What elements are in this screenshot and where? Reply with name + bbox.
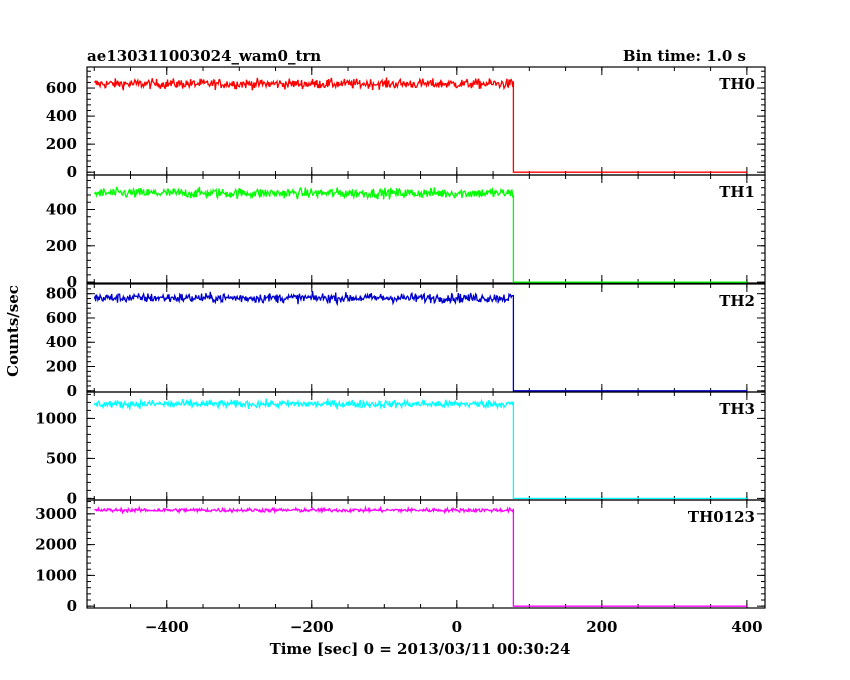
panel-th0: 0 200 400 600 TH0 [46,66,766,181]
y-tick-label: 400 [46,107,77,125]
y-tick-label: 400 [46,200,77,218]
series-line-th0 [93,77,747,173]
y-tick-label: 1000 [35,566,77,584]
y-tick-label: 1000 [35,409,77,427]
y-axis-label: Counts/sec [4,285,22,377]
x-axis: −400 −200 0 200 400 [145,618,763,636]
series-label: TH0 [719,75,755,93]
x-tick-label: 400 [731,618,762,636]
y-tick-label: 2000 [35,536,77,554]
chart-title: ae130311003024_wam0_trn [87,47,321,65]
series-line-th3 [93,398,747,500]
y-tick-label: 400 [46,333,77,351]
y-tick-label: 800 [46,285,77,303]
x-tick-label: 200 [586,618,617,636]
series-line-th1 [93,186,747,283]
y-tick-label: 600 [46,309,77,327]
y-tick-label: 0 [67,489,77,507]
panel-th1: 0 200 400 TH1 [46,174,766,291]
x-axis-label: Time [sec] 0 = 2013/03/11 00:30:24 [270,640,571,658]
series-label: TH3 [719,400,755,418]
series-line-th0123 [94,505,747,607]
series-label: TH2 [719,292,755,310]
y-tick-label: 0 [67,273,77,291]
series-line-th2 [93,290,747,392]
panel-frame [86,499,766,609]
x-tick-label: 0 [452,618,462,636]
series-label: TH0123 [688,508,755,526]
y-tick-label: 0 [67,597,77,615]
y-tick-label: 200 [46,358,77,376]
panel-frame [86,391,766,501]
x-tick-label: −400 [145,618,189,636]
panel-th2: 0 200 400 600 800 TH2 [46,283,766,400]
y-tick-label: 3000 [35,505,77,523]
y-tick-label: 0 [67,382,77,400]
x-tick-label: −200 [290,618,334,636]
series-label: TH1 [719,183,755,201]
panel-th0123: 0 1000 2000 3000 TH0123 [35,499,766,615]
panel-frame [86,174,766,284]
y-tick-label: 600 [46,79,77,97]
panel-th3: 0 500 1000 TH3 [35,391,766,507]
y-tick-label: 200 [46,135,77,153]
bin-time-label: Bin time: 1.0 s [623,47,746,65]
y-tick-label: 200 [46,237,77,255]
y-tick-label: 0 [67,163,77,181]
y-tick-label: 500 [46,449,77,467]
